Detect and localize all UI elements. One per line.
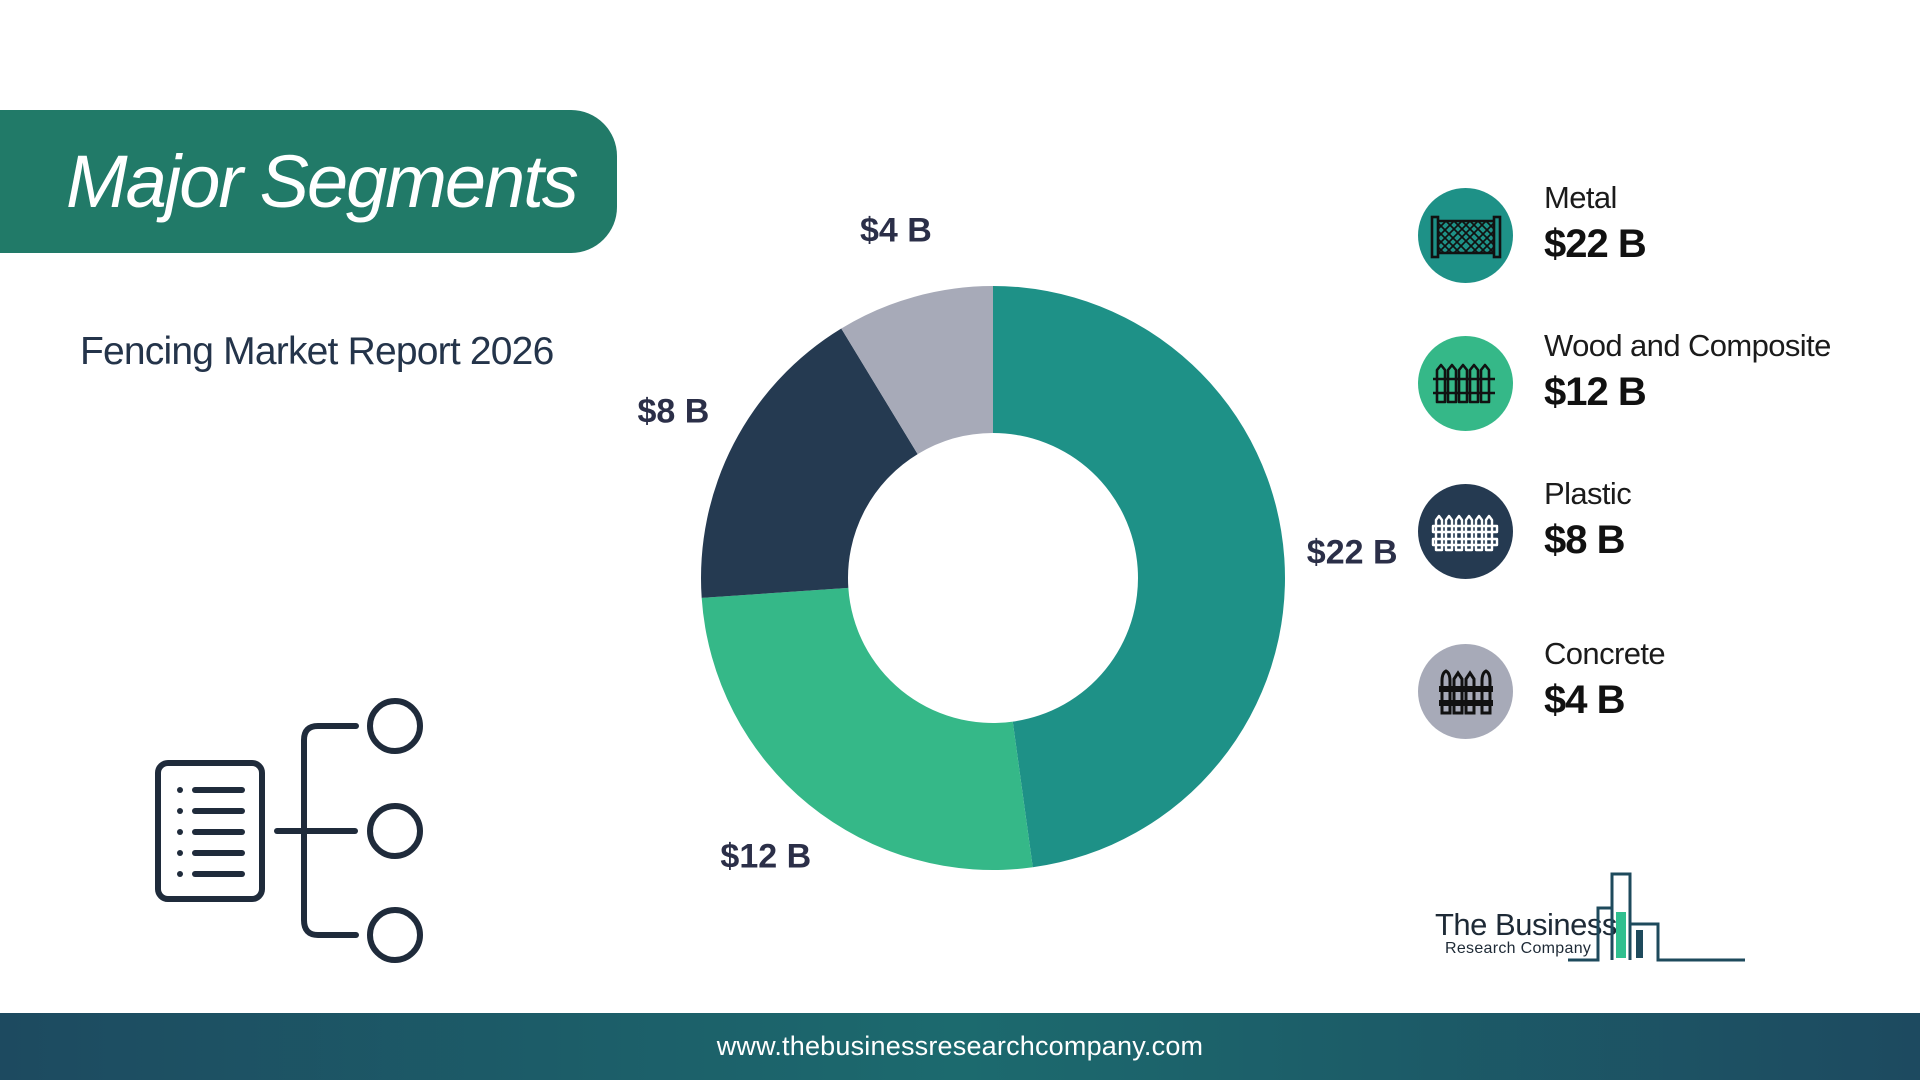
plastic-fence-icon <box>1431 514 1498 551</box>
chain-link-fence-icon <box>1430 215 1501 258</box>
page-title: Major Segments <box>66 140 579 223</box>
legend-circle-wood <box>1418 336 1513 431</box>
slice-value-label: $8 B <box>637 392 710 431</box>
slice-value-label: $22 B <box>1306 533 1398 572</box>
slice-value-label: $4 B <box>859 211 932 250</box>
skyline-logo-icon <box>1568 872 1745 962</box>
company-logo: The Business Research Company <box>1435 870 1745 966</box>
wood-picket-fence-icon <box>1432 363 1495 403</box>
donut-slice-concrete <box>841 286 993 455</box>
legend-item-wood-and-composite: Wood and Composite $12 B <box>1418 328 1898 438</box>
legend-value: $8 B <box>1544 518 1625 562</box>
footer-url[interactable]: www.thebusinessresearchcompany.com <box>716 1031 1204 1061</box>
title-banner: Major Segments <box>0 110 617 253</box>
legend-item-plastic: Plastic $8 B <box>1418 476 1898 586</box>
legend-name: Wood and Composite <box>1544 328 1831 363</box>
logo-line2: Research Company <box>1445 940 1592 957</box>
donut-slice-metal <box>993 286 1285 868</box>
report-subtitle: Fencing Market Report 2026 <box>80 330 554 373</box>
legend-value: $22 B <box>1544 222 1647 266</box>
logo-line1: The Business <box>1435 907 1617 942</box>
legend-circle-plastic <box>1418 484 1513 579</box>
footer: www.thebusinessresearchcompany.com <box>0 1013 1920 1080</box>
legend-name: Plastic <box>1544 476 1632 511</box>
legend-item-concrete: Concrete $4 B <box>1418 636 1898 746</box>
concrete-fence-icon <box>1438 668 1493 714</box>
donut-slice-wood-and-composite <box>701 587 1033 870</box>
legend-name: Concrete <box>1544 636 1666 671</box>
segments-tree-icon <box>155 698 423 963</box>
legend-circle-concrete <box>1418 644 1513 739</box>
slice-value-label: $12 B <box>720 837 812 876</box>
donut-slice-plastic <box>701 328 918 598</box>
legend-value: $12 B <box>1544 370 1647 414</box>
legend-name: Metal <box>1544 180 1617 215</box>
legend-circle-metal <box>1418 188 1513 283</box>
legend-item-metal: Metal $22 B <box>1418 180 1898 290</box>
legend-value: $4 B <box>1544 678 1625 722</box>
